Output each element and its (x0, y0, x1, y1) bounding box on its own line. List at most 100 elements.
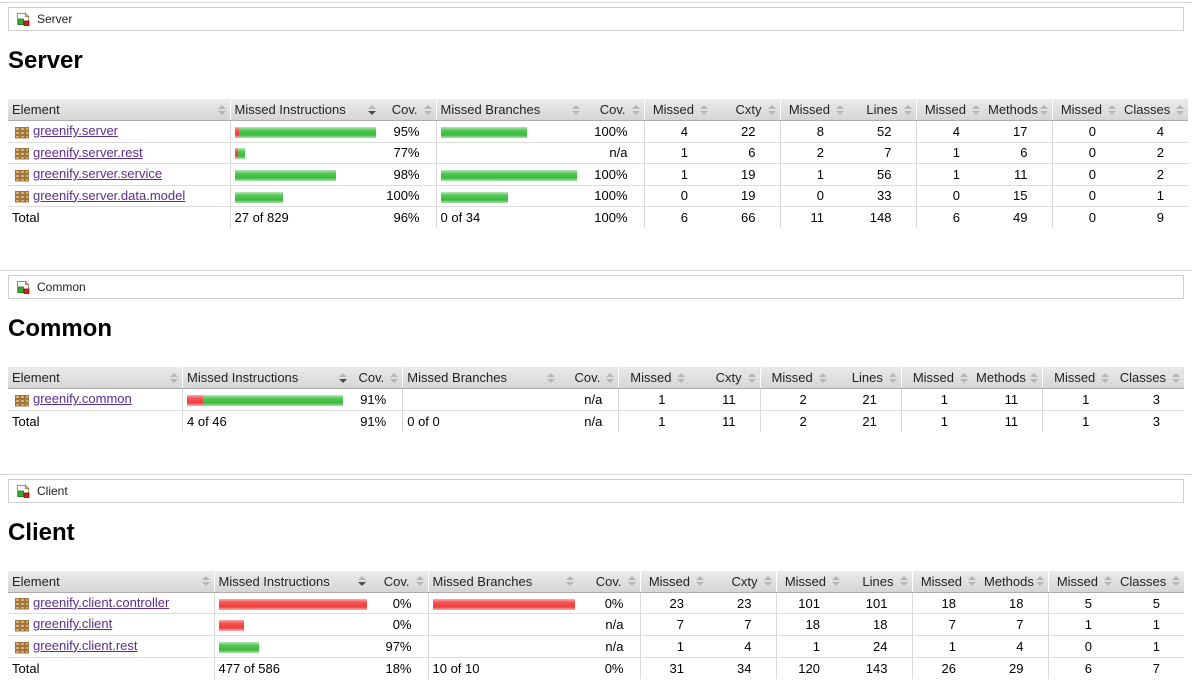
column-header-lines[interactable]: Lines (830, 367, 902, 390)
sort-toggle-icon (899, 576, 908, 587)
package-link[interactable]: greenify.client.rest (33, 637, 138, 653)
sort-toggle-icon (700, 104, 708, 115)
coverage-table: Element Missed Instructions Cov. Missed … (8, 570, 1184, 679)
instruction-coverage-bar (187, 395, 344, 407)
missed-instructions-bar-cell (213, 613, 370, 636)
column-header-element[interactable]: Element (8, 367, 183, 390)
column-header-classes[interactable]: Classes (1116, 570, 1184, 593)
column-header-methods[interactable]: Methods (984, 99, 1052, 121)
missed-lines-cell: 0 (779, 185, 848, 208)
branch-coverage-cell: n/a (584, 142, 644, 165)
column-header-lines[interactable]: Lines (844, 570, 912, 593)
missed-lines-cell: 1 (779, 163, 848, 186)
column-header-missed-methods[interactable]: Missed (911, 570, 980, 593)
column-header-cxty[interactable]: Cxty (689, 367, 761, 390)
total-branch-coverage: 0% (578, 656, 640, 679)
column-header-missed-instructions[interactable]: Missed Instructions (229, 99, 380, 121)
methods-cell: 11 (972, 388, 1043, 411)
total-classes: 7 (1116, 656, 1184, 679)
sort-toggle-icon (972, 104, 980, 115)
lines-cell: 18 (844, 613, 912, 636)
total-missed-lines: 2 (759, 409, 831, 432)
bundle-icon (15, 11, 31, 27)
column-header-missed-cxty[interactable]: Missed (639, 570, 708, 593)
column-header-missed-cxty[interactable]: Missed (618, 367, 690, 390)
column-header-instruction-coverage[interactable]: Cov. (350, 367, 403, 390)
package-icon (14, 639, 30, 655)
missed-branches-bar-cell (427, 592, 578, 615)
missed-branches-bar-cell (427, 613, 578, 636)
missed-methods-cell: 1 (900, 388, 973, 411)
missed-methods-cell: 7 (911, 613, 980, 636)
sort-toggle-icon (903, 104, 912, 115)
branch-coverage-bar (432, 598, 575, 610)
total-methods: 11 (972, 409, 1043, 432)
column-header-missed-classes[interactable]: Missed (1051, 99, 1120, 121)
total-missed-cxty: 1 (618, 409, 690, 432)
methods-cell: 17 (984, 120, 1052, 143)
column-header-classes[interactable]: Classes (1113, 367, 1184, 390)
instruction-coverage-bar (234, 148, 245, 160)
column-header-cxty[interactable]: Cxty (712, 99, 780, 121)
sort-desc-icon (358, 576, 366, 587)
column-header-methods[interactable]: Methods (972, 367, 1043, 390)
column-header-instruction-coverage[interactable]: Cov. (380, 99, 436, 121)
column-header-lines[interactable]: Lines (848, 99, 916, 121)
sort-toggle-icon (832, 576, 840, 587)
total-instruction-coverage: 91% (350, 409, 403, 432)
package-link[interactable]: greenify.common (33, 391, 132, 407)
column-header-branch-coverage[interactable]: Cov. (578, 570, 640, 593)
column-header-missed-branches[interactable]: Missed Branches (435, 99, 584, 121)
total-missed-methods: 6 (915, 206, 984, 229)
package-link[interactable]: greenify.server (33, 123, 119, 138)
cxty-cell: 22 (712, 120, 780, 143)
sort-toggle-icon (1104, 576, 1112, 587)
column-header-methods[interactable]: Methods (980, 570, 1048, 593)
column-header-branch-coverage[interactable]: Cov. (558, 367, 619, 390)
page-title: Server (8, 47, 83, 74)
column-header-instruction-coverage[interactable]: Cov. (370, 570, 428, 593)
total-methods: 29 (980, 656, 1048, 679)
cxty-cell: 6 (712, 142, 780, 165)
column-header-missed-cxty[interactable]: Missed (643, 99, 712, 121)
column-header-missed-methods[interactable]: Missed (915, 99, 984, 121)
missed-methods-cell: 4 (915, 120, 984, 143)
package-link[interactable]: greenify.server.data.model (33, 187, 186, 203)
total-missed-classes: 6 (1047, 656, 1116, 679)
missed-cxty-cell: 7 (639, 613, 708, 636)
column-header-classes[interactable]: Classes (1120, 99, 1188, 121)
total-missed-branches: 0 of 34 (435, 206, 584, 229)
sort-toggle-icon (217, 104, 226, 115)
sort-toggle-icon (1172, 372, 1180, 383)
package-link[interactable]: greenify.server.service (33, 166, 163, 182)
column-header-missed-classes[interactable]: Missed (1047, 570, 1116, 593)
classes-cell: 1 (1120, 185, 1188, 208)
package-link[interactable]: greenify.client (33, 616, 113, 632)
column-header-missed-instructions[interactable]: Missed Instructions (182, 367, 351, 390)
column-header-missed-lines[interactable]: Missed (775, 570, 844, 593)
sort-toggle-icon (1030, 372, 1039, 383)
column-header-missed-instructions[interactable]: Missed Instructions (213, 570, 370, 593)
sort-toggle-icon (201, 576, 210, 587)
column-header-missed-methods[interactable]: Missed (900, 367, 973, 390)
package-link[interactable]: greenify.server.rest (33, 144, 143, 160)
total-missed-classes: 1 (1042, 409, 1114, 432)
column-header-element[interactable]: Element (8, 99, 230, 121)
column-header-missed-lines[interactable]: Missed (779, 99, 848, 121)
package-link[interactable]: greenify.client.controller (33, 594, 170, 610)
column-header-cxty[interactable]: Cxty (708, 570, 776, 593)
column-header-missed-branches[interactable]: Missed Branches (427, 570, 578, 593)
missed-instructions-bar-cell (182, 388, 351, 411)
total-cxty: 34 (708, 656, 776, 679)
instruction-coverage-bar (234, 191, 283, 203)
sort-toggle-icon (390, 372, 399, 383)
missed-methods-cell: 1 (911, 635, 980, 658)
classes-cell: 2 (1120, 163, 1188, 186)
column-header-branch-coverage[interactable]: Cov. (584, 99, 644, 121)
column-header-missed-lines[interactable]: Missed (759, 367, 831, 390)
column-header-missed-classes[interactable]: Missed (1042, 367, 1114, 390)
missed-classes-cell: 0 (1051, 185, 1120, 208)
column-header-missed-branches[interactable]: Missed Branches (402, 367, 559, 390)
branch-coverage-cell: 100% (584, 120, 644, 143)
column-header-element[interactable]: Element (8, 570, 214, 593)
